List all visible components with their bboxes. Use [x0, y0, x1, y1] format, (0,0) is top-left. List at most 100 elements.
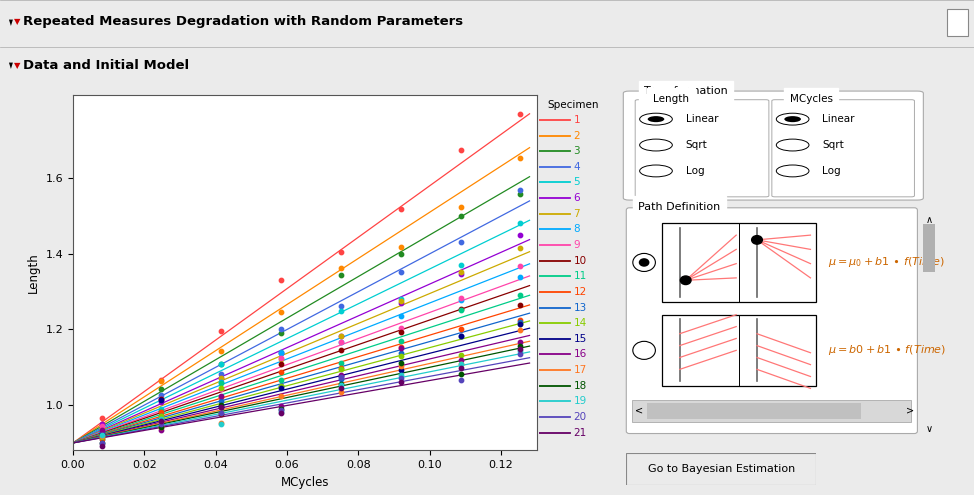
Point: [333, 371, 349, 379]
Text: Transformation: Transformation: [644, 86, 728, 96]
Point: [512, 219, 528, 227]
FancyBboxPatch shape: [635, 99, 768, 197]
Point: [94, 422, 109, 430]
Point: [453, 364, 468, 372]
Point: [453, 332, 468, 340]
Text: $\mu = b0 + b1\ {\bullet}\ f(Time)$: $\mu = b0 + b1\ {\bullet}\ f(Time)$: [828, 344, 947, 357]
Point: [393, 343, 408, 350]
Point: [512, 190, 528, 198]
Point: [94, 429, 109, 437]
Point: [274, 384, 289, 392]
Point: [512, 273, 528, 281]
Point: [512, 320, 528, 328]
Point: [94, 425, 109, 433]
Point: [154, 398, 169, 406]
Point: [213, 374, 229, 382]
Point: [154, 423, 169, 431]
Point: [333, 375, 349, 383]
Point: [94, 435, 109, 443]
Point: [154, 421, 169, 429]
Circle shape: [633, 342, 656, 359]
Text: MCycles: MCycles: [790, 94, 833, 103]
Point: [512, 154, 528, 162]
Point: [453, 325, 468, 333]
Circle shape: [640, 113, 672, 125]
Point: [154, 396, 169, 403]
Circle shape: [639, 258, 650, 267]
Point: [512, 318, 528, 326]
Point: [154, 377, 169, 385]
Point: [213, 419, 229, 427]
X-axis label: MCycles: MCycles: [281, 476, 329, 489]
FancyBboxPatch shape: [623, 91, 923, 200]
Text: 19: 19: [574, 396, 586, 406]
Point: [94, 439, 109, 447]
Point: [154, 423, 169, 431]
Point: [94, 435, 109, 443]
Circle shape: [776, 139, 809, 151]
Bar: [923, 224, 935, 272]
Point: [154, 376, 169, 384]
Point: [393, 337, 408, 345]
Text: ▼: ▼: [14, 17, 20, 26]
Point: [94, 424, 109, 432]
Point: [333, 380, 349, 388]
Point: [213, 403, 229, 411]
Point: [512, 110, 528, 118]
Point: [213, 393, 229, 400]
Point: [154, 412, 169, 420]
Point: [213, 370, 229, 378]
Point: [213, 394, 229, 401]
Point: [274, 329, 289, 337]
Point: [274, 401, 289, 409]
Point: [453, 304, 468, 312]
Text: 1: 1: [574, 115, 581, 125]
Point: [94, 431, 109, 439]
Point: [154, 407, 169, 415]
Point: [154, 404, 169, 412]
Point: [512, 231, 528, 239]
Point: [333, 359, 349, 367]
Point: [393, 243, 408, 251]
Text: ∧: ∧: [925, 215, 933, 225]
Point: [393, 352, 408, 360]
Point: [274, 349, 289, 357]
Point: [393, 344, 408, 351]
Point: [333, 302, 349, 310]
Point: [94, 433, 109, 441]
Text: Log: Log: [686, 166, 704, 176]
Text: Linear: Linear: [686, 114, 718, 124]
Text: Sqrt: Sqrt: [686, 140, 707, 150]
Point: [213, 385, 229, 393]
Point: [512, 347, 528, 355]
Circle shape: [784, 116, 801, 122]
Point: [393, 374, 408, 382]
Point: [393, 299, 408, 307]
Text: 17: 17: [574, 365, 586, 375]
Point: [154, 391, 169, 399]
Point: [512, 320, 528, 328]
Point: [94, 424, 109, 432]
Text: Data and Initial Model: Data and Initial Model: [23, 58, 190, 72]
Text: Specimen: Specimen: [547, 100, 598, 110]
Text: Path Definition: Path Definition: [638, 201, 721, 212]
Point: [453, 351, 468, 359]
Point: [393, 362, 408, 370]
Point: [94, 442, 109, 450]
Point: [393, 204, 408, 212]
Point: [393, 268, 408, 276]
Point: [94, 426, 109, 434]
Point: [154, 415, 169, 423]
Circle shape: [776, 113, 809, 125]
Point: [274, 349, 289, 357]
Text: 8: 8: [574, 224, 581, 235]
Point: [393, 366, 408, 374]
Point: [512, 345, 528, 353]
Point: [333, 264, 349, 272]
Text: 15: 15: [574, 334, 586, 344]
Circle shape: [776, 165, 809, 177]
Point: [333, 384, 349, 392]
Text: 10: 10: [574, 255, 586, 266]
Point: [274, 347, 289, 355]
Bar: [632, 400, 912, 422]
